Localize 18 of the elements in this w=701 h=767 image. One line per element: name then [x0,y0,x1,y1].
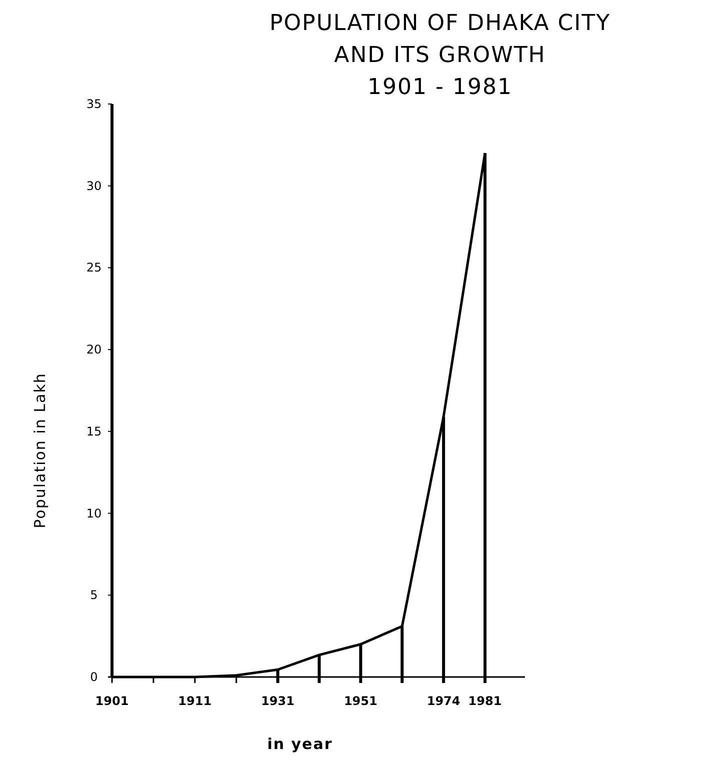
y-tick-label: 35 [86,97,102,111]
y-axis-title: Population in Lakh [31,372,49,528]
y-tick-label: 10 [86,506,102,520]
x-tick-label: 1974 [426,694,460,708]
x-tick-label: 1951 [344,694,378,708]
y-tick-label: 20 [86,342,102,357]
chart-subtitle: 1901 - 1981 [368,75,512,100]
x-tick-label: 1901 [95,694,129,708]
y-tick-label: 5 [90,588,98,602]
y-tick-label: 15 [86,424,102,438]
y-tick-label: 25 [86,260,102,275]
y-tick-label: 30 [86,178,102,193]
y-tick-label: 0 [90,670,98,684]
x-tick-label: 1911 [178,694,212,708]
x-tick-label: 1981 [468,694,502,708]
chart-title: POPULATION OF DHAKA CITY AND ITS GROWTH [269,11,611,68]
x-axis-title: in year [267,735,333,753]
x-tick-label: 1931 [261,694,294,708]
